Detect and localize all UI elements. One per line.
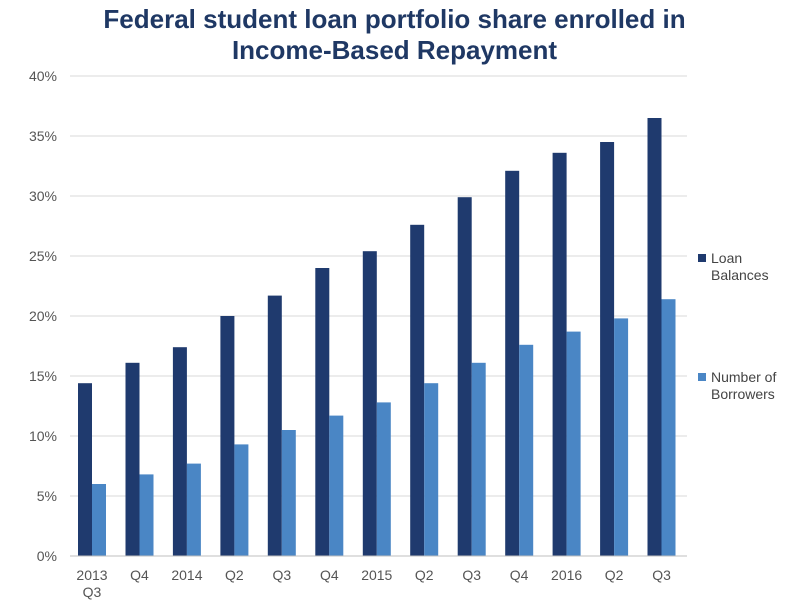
bar-loan-balances (552, 152, 567, 557)
x-tick-label: Q2 (225, 567, 244, 583)
y-tick-label: 25% (29, 248, 57, 264)
legend-swatch-loan-balances (698, 254, 706, 262)
bar-loan-balances (125, 362, 140, 556)
x-tick-label: Q4 (510, 567, 529, 583)
chart-title-line-2: Income-Based Repayment (231, 35, 558, 65)
x-tick-label: Q3 (652, 567, 671, 583)
legend-label: Borrowers (711, 386, 775, 402)
bar-number-of-borrowers (566, 331, 581, 556)
x-tick-label: 2014 (171, 567, 202, 583)
x-tick-label: Q3 (83, 584, 102, 600)
x-tick-label: 2013 (76, 567, 107, 583)
bar-number-of-borrowers (281, 430, 296, 556)
bar-number-of-borrowers (329, 415, 344, 556)
legend-label: Balances (711, 267, 769, 283)
bar-loan-balances (600, 142, 615, 556)
y-tick-label: 35% (29, 128, 57, 144)
bar-number-of-borrowers (519, 344, 534, 556)
bar-number-of-borrowers (376, 402, 391, 556)
chart-title: Federal student loan portfolio share enr… (0, 4, 789, 66)
y-tick-label: 15% (29, 368, 57, 384)
chart-title-line-1: Federal student loan portfolio share enr… (103, 4, 686, 34)
y-tick-label: 20% (29, 308, 57, 324)
x-tick-label: Q2 (415, 567, 434, 583)
bars (78, 118, 676, 557)
x-tick-label: 2015 (361, 567, 392, 583)
y-axis: 0% 5% 10% 15% 20% 25% 30% 35% 40% (29, 68, 57, 564)
x-tick-label: Q3 (462, 567, 481, 583)
x-tick-label: Q4 (130, 567, 149, 583)
legend-label: Number of (711, 369, 776, 385)
y-tick-label: 0% (37, 548, 57, 564)
bar-loan-balances (410, 224, 425, 557)
bar-loan-balances (78, 383, 92, 556)
bar-number-of-borrowers (424, 383, 439, 556)
bar-loan-balances (267, 295, 282, 556)
bar-loan-balances (505, 170, 520, 557)
y-tick-label: 10% (29, 428, 57, 444)
legend-label: Loan (711, 250, 742, 266)
bar-loan-balances (172, 347, 187, 556)
bar-number-of-borrowers (614, 318, 629, 556)
bar-loan-balances (647, 118, 662, 556)
gridlines (70, 75, 687, 497)
y-tick-label: 40% (29, 68, 57, 84)
y-tick-label: 30% (29, 188, 57, 204)
bar-number-of-borrowers (661, 299, 676, 556)
y-tick-label: 5% (37, 488, 57, 504)
bar-loan-balances (362, 251, 377, 556)
x-tick-label: Q3 (273, 567, 292, 583)
bar-loan-balances (315, 268, 330, 556)
bar-loan-balances (457, 197, 472, 556)
x-tick-label: Q2 (605, 567, 624, 583)
bar-number-of-borrowers (139, 474, 154, 556)
bar-number-of-borrowers (234, 444, 249, 556)
bar-number-of-borrowers (471, 362, 486, 556)
bar-number-of-borrowers (186, 463, 201, 556)
x-tick-label: Q4 (320, 567, 339, 583)
legend-swatch-number-of-borrowers (698, 373, 706, 381)
bar-number-of-borrowers (92, 484, 106, 556)
x-tick-label: 2016 (551, 567, 582, 583)
bar-loan-balances (220, 316, 235, 556)
